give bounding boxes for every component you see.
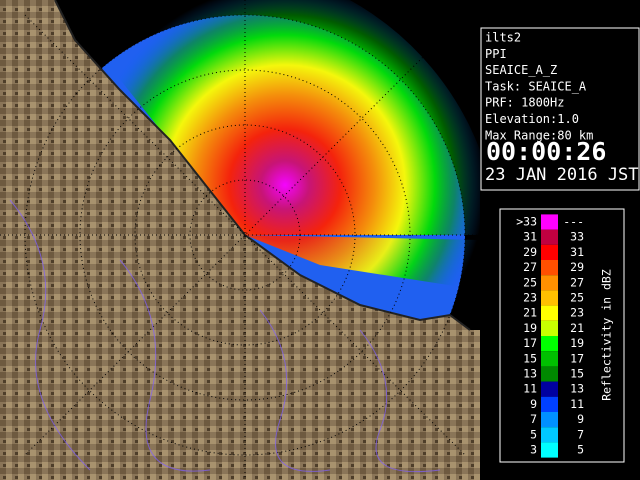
- legend-low: 13: [523, 367, 537, 381]
- info-line: Task: SEAICE_A: [485, 79, 587, 93]
- legend-low: 17: [523, 336, 537, 350]
- time: 00:00:26: [486, 137, 606, 166]
- legend-swatch: [541, 244, 558, 260]
- radar-map: [0, 0, 480, 480]
- legend-high: 17: [570, 351, 584, 365]
- info-line: PRF: 1800Hz: [485, 96, 564, 110]
- legend-high: 15: [570, 367, 584, 381]
- echo-sector: [60, 0, 480, 235]
- legend-swatch: [541, 229, 558, 245]
- legend-low: 31: [523, 230, 537, 244]
- legend-swatch: [541, 381, 558, 397]
- legend-swatch: [541, 442, 558, 458]
- legend-low: 5: [530, 427, 537, 441]
- legend-low: 3: [530, 443, 537, 457]
- legend-high: ---: [563, 215, 584, 229]
- legend-high: 13: [570, 382, 584, 396]
- legend-low: 7: [530, 412, 537, 426]
- legend-low: 21: [523, 306, 537, 320]
- legend-swatch: [541, 396, 558, 412]
- info-line: Max Range:80 km: [485, 128, 593, 142]
- legend-swatch: [541, 290, 558, 306]
- legend-high: 31: [570, 245, 584, 259]
- legend-low: 9: [530, 397, 537, 411]
- legend-swatch: [541, 214, 558, 230]
- legend-high: 27: [570, 275, 584, 289]
- info-line: PPI: [485, 47, 507, 61]
- legend-high: 25: [570, 291, 584, 305]
- rivers: [9, 199, 441, 473]
- legend-high: 5: [577, 443, 584, 457]
- legend-swatch: [541, 366, 558, 382]
- legend-high: 29: [570, 260, 584, 274]
- legend-low: 11: [523, 382, 537, 396]
- legend-title: Reflectivity in dBZ: [600, 269, 614, 401]
- legend-swatch: [541, 275, 558, 291]
- legend-high: 21: [570, 321, 584, 335]
- legend-high: 33: [570, 230, 584, 244]
- info-line: ilts2: [485, 31, 521, 45]
- legend-low: 19: [523, 321, 537, 335]
- legend-swatch: [541, 427, 558, 443]
- info-line: SEAICE_A_Z: [485, 63, 557, 77]
- legend-swatch: [541, 412, 558, 428]
- legend-high: 23: [570, 306, 584, 320]
- legend-swatch: [541, 351, 558, 367]
- legend-swatch: [541, 336, 558, 352]
- range-rings: [0, 0, 480, 480]
- legend-swatch: [541, 305, 558, 321]
- legend-swatch: [541, 260, 558, 276]
- legend-box: [499, 208, 625, 463]
- info-line: Elevation:1.0: [485, 112, 579, 126]
- legend-low: 25: [523, 275, 537, 289]
- legend-low: >33: [516, 215, 537, 229]
- info-panel: ilts2 PPI SEAICE_A_Z Task: SEAICE_A PRF: 180…: [485, 31, 593, 143]
- echo-band: [245, 235, 480, 290]
- legend-high: 7: [577, 427, 584, 441]
- legend-high: 9: [577, 412, 584, 426]
- legend-swatch: [541, 320, 558, 336]
- land: [0, 0, 480, 480]
- legend-high: 11: [570, 397, 584, 411]
- legend-low: 23: [523, 291, 537, 305]
- legend-high: 19: [570, 336, 584, 350]
- info-box: [480, 27, 640, 191]
- coastline: [54, 0, 471, 331]
- legend-low: 27: [523, 260, 537, 274]
- date: 23 JAN 2016 JST: [485, 165, 639, 185]
- legend-low: 15: [523, 351, 537, 365]
- legend-low: 29: [523, 245, 537, 259]
